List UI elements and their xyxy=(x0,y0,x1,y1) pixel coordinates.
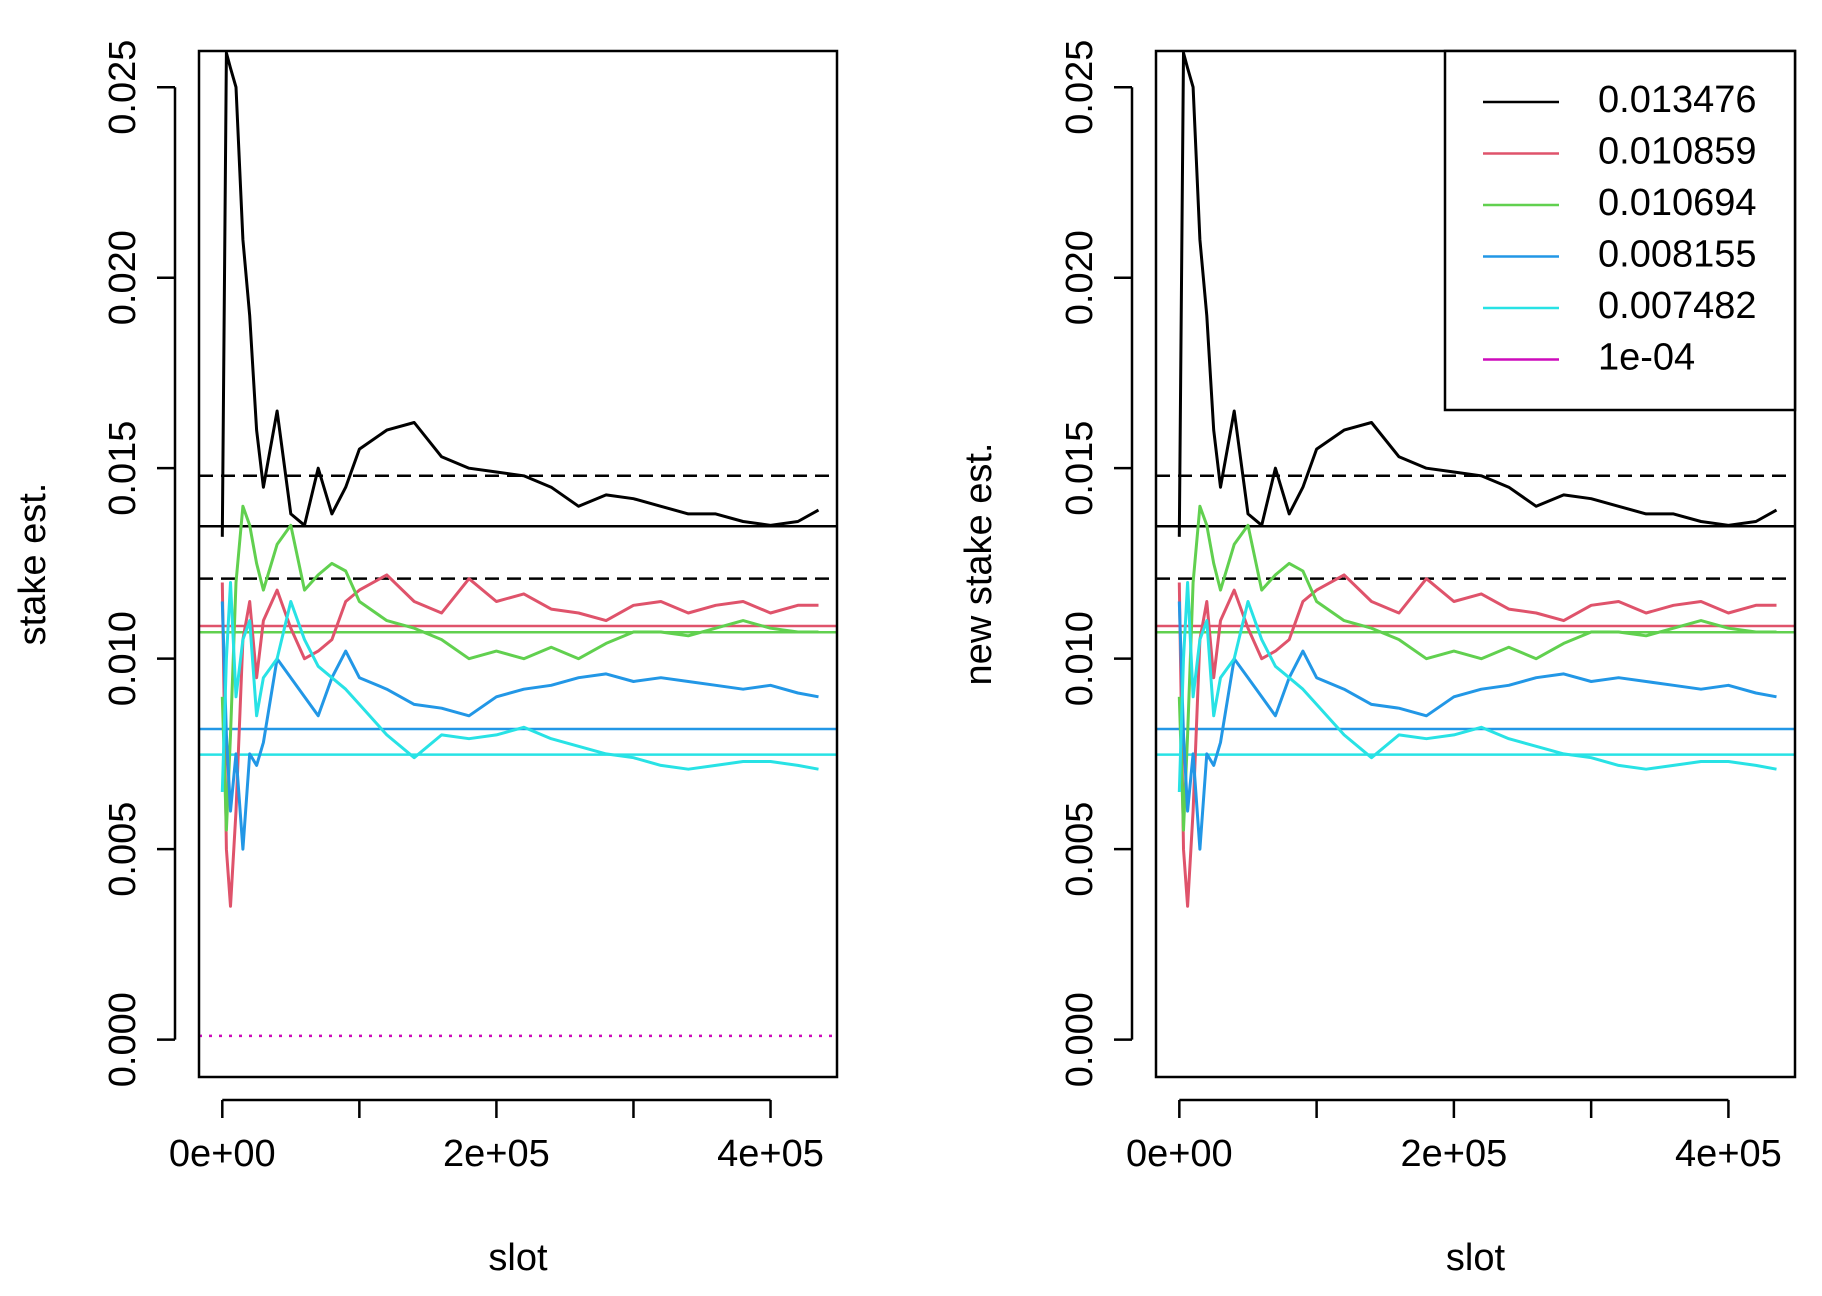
legend-label: 0.010694 xyxy=(1598,182,1757,224)
x-tick-label: 0e+00 xyxy=(169,1133,276,1175)
series-line xyxy=(220,504,819,832)
series-line xyxy=(220,51,820,537)
y-tick-label: 0.015 xyxy=(1059,421,1101,516)
series-line xyxy=(1177,581,1777,793)
y-tick-label: 0.025 xyxy=(1059,40,1101,135)
y-tick-label: 0.000 xyxy=(1059,992,1101,1087)
x-axis-title: slot xyxy=(1446,1237,1506,1279)
y-tick-label: 0.020 xyxy=(102,230,144,325)
series-line xyxy=(1177,51,1778,537)
y-tick-label: 0.020 xyxy=(1059,230,1101,325)
legend-label: 0.010859 xyxy=(1598,131,1757,173)
y-axis-title: stake est. xyxy=(12,483,54,646)
y-tick-label: 0.005 xyxy=(1059,802,1101,897)
legend-label: 0.008155 xyxy=(1598,234,1757,276)
plot-frame xyxy=(197,49,839,1079)
x-tick-label: 2e+05 xyxy=(1401,1133,1508,1175)
legend-box xyxy=(1443,49,1797,412)
x-tick-label: 2e+05 xyxy=(443,1133,550,1175)
x-tick-label: 4e+05 xyxy=(717,1133,824,1175)
y-tick-label: 0.010 xyxy=(102,611,144,706)
legend-label: 1e-04 xyxy=(1598,337,1695,379)
series-line xyxy=(220,573,819,908)
series-line xyxy=(220,581,819,793)
series-line xyxy=(1177,573,1777,908)
y-tick-label: 0.005 xyxy=(102,802,144,897)
legend-label: 0.013476 xyxy=(1598,79,1757,121)
y-tick-label: 0.015 xyxy=(102,421,144,516)
y-tick-label: 0.000 xyxy=(102,992,144,1087)
x-tick-label: 4e+05 xyxy=(1675,1133,1782,1175)
y-tick-label: 0.025 xyxy=(102,40,144,135)
y-axis-title: new stake est. xyxy=(958,443,1000,686)
series-line xyxy=(1177,601,1777,851)
y-tick-label: 0.010 xyxy=(1059,611,1101,706)
legend-label: 0.007482 xyxy=(1598,285,1757,327)
series-line xyxy=(220,601,819,851)
x-axis-title: slot xyxy=(488,1237,548,1279)
series-line xyxy=(1177,504,1777,832)
x-tick-label: 0e+00 xyxy=(1126,1133,1233,1175)
